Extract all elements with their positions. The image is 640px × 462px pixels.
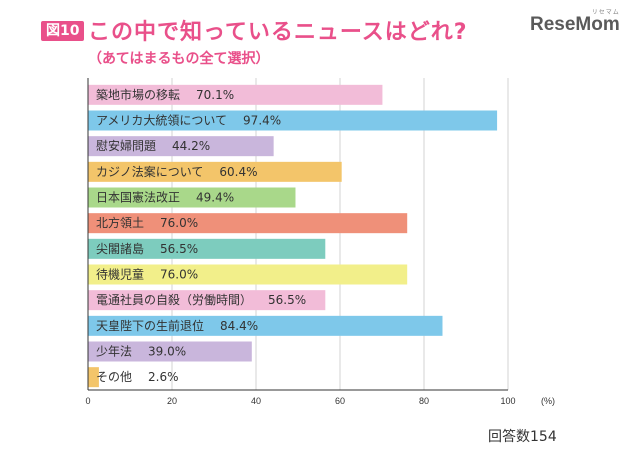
bar <box>88 315 443 336</box>
category-label: アメリカ大統領について <box>96 113 227 128</box>
bar-label: 少年法 39.0% <box>96 345 186 359</box>
bar-label: カジノ法案について 60.4% <box>96 164 258 179</box>
value-label: 44.2% <box>172 139 210 153</box>
bar <box>88 341 252 362</box>
bar <box>88 264 408 285</box>
bar-label: 待機児童 76.0% <box>96 267 198 282</box>
value-label: 60.4% <box>219 165 257 179</box>
value-label: 39.0% <box>148 345 186 359</box>
category-label: カジノ法案について <box>96 164 203 179</box>
category-label: 日本国憲法改正 <box>96 190 180 205</box>
bar <box>88 290 326 311</box>
chart-title: この中で知っているニュースはどれ? <box>88 20 468 45</box>
value-label: 56.5% <box>160 242 198 256</box>
bar-label: 天皇陛下の生前退位 84.4% <box>96 318 258 333</box>
category-label: 待機児童 <box>96 267 144 282</box>
bar <box>88 110 498 131</box>
category-label: その他 <box>96 370 132 384</box>
bar-label: 北方領土 76.0% <box>96 215 198 230</box>
figure-badge: 図10 <box>41 21 85 41</box>
bar <box>88 238 326 259</box>
category-label: 電通社員の自殺（労働時間） <box>96 292 252 307</box>
x-tick-label: 0 <box>85 396 90 406</box>
value-label: 70.1% <box>196 88 234 102</box>
bar <box>88 187 296 208</box>
bar <box>88 136 274 157</box>
resemom-logo[interactable]: ReseMom リセマム <box>530 10 620 36</box>
value-label: 49.4% <box>196 191 234 205</box>
value-label: 2.6% <box>148 370 179 384</box>
bar-label: 慰安婦問題 44.2% <box>96 138 210 153</box>
bar-label: その他 2.6% <box>96 370 179 384</box>
category-label: 北方領土 <box>96 215 144 230</box>
value-label: 97.4% <box>243 114 281 128</box>
x-tick-label: 80 <box>419 396 429 406</box>
category-label: 築地市場の移転 <box>96 87 180 102</box>
x-tick-label: 20 <box>167 396 177 406</box>
bar <box>88 161 342 182</box>
bar <box>88 213 408 234</box>
value-label: 76.0% <box>160 268 198 282</box>
bar <box>88 367 99 388</box>
category-label: 尖閣諸島 <box>96 241 144 256</box>
value-label: 76.0% <box>160 216 198 230</box>
bar-label: 電通社員の自殺（労働時間） 56.5% <box>96 292 306 307</box>
chart-subtitle: （あてはまるもの全て選択） <box>88 51 270 67</box>
x-unit-label: (%) <box>541 396 555 406</box>
bar-label: 築地市場の移転 70.1% <box>96 87 234 102</box>
category-label: 少年法 <box>96 345 132 359</box>
respondent-count: 回答数154 <box>488 429 557 445</box>
category-label: 慰安婦問題 <box>96 138 156 153</box>
bar <box>88 84 383 105</box>
bar-label: アメリカ大統領について 97.4% <box>96 113 281 128</box>
x-tick-label: 60 <box>335 396 345 406</box>
logo-text: ReseMom <box>530 14 620 35</box>
bar-label: 尖閣諸島 56.5% <box>96 241 198 256</box>
value-label: 84.4% <box>220 319 258 333</box>
x-tick-label: 40 <box>251 396 261 406</box>
x-tick-label: 100 <box>500 396 515 406</box>
category-label: 天皇陛下の生前退位 <box>96 318 204 333</box>
value-label: 56.5% <box>268 293 306 307</box>
logo-kana: リセマム <box>591 10 620 16</box>
bar-label: 日本国憲法改正 49.4% <box>96 190 234 205</box>
